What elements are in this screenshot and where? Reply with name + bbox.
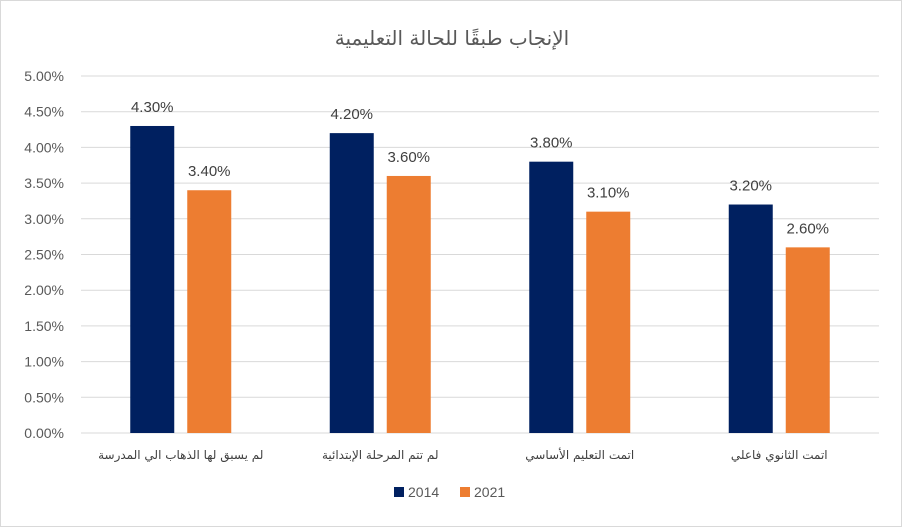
y-tick-label: 3.00% bbox=[24, 211, 64, 227]
category-label: لم يسبق لها الذهاب الي المدرسة bbox=[98, 448, 263, 463]
bar-2021-4 bbox=[785, 247, 830, 433]
category-label: اتمت الثانوي فاعلي bbox=[731, 448, 828, 463]
y-tick-label: 5.00% bbox=[24, 68, 64, 84]
y-tick-label: 1.50% bbox=[24, 318, 64, 334]
bar-2021-1 bbox=[187, 190, 232, 433]
data-label: 4.30% bbox=[131, 99, 174, 116]
y-tick-label: 4.50% bbox=[24, 104, 64, 120]
y-tick-label: 2.00% bbox=[24, 282, 64, 298]
y-tick-label: 1.00% bbox=[24, 354, 64, 370]
bars bbox=[130, 125, 830, 433]
y-axis-ticks: 0.00% 0.50% 1.00% 1.50% 2.00% 2.50% 3.00% 3.50%… bbox=[24, 68, 64, 441]
y-tick-label: 4.00% bbox=[24, 139, 64, 155]
data-label: 3.60% bbox=[387, 149, 430, 166]
bar-2014-3 bbox=[529, 161, 574, 433]
legend-swatch-2014 bbox=[394, 487, 404, 497]
category-label: لم تتم المرحلة الإبتدائية bbox=[322, 448, 439, 463]
data-labels: 4.30% 3.40% 4.20% 3.60% 3.80% 3.10% 3.20% 2.60% bbox=[131, 99, 829, 237]
bar-2014-1 bbox=[130, 125, 175, 433]
data-label: 3.10% bbox=[587, 185, 630, 202]
bar-2021-3 bbox=[586, 211, 631, 433]
y-tick-label: 3.50% bbox=[24, 175, 64, 191]
bar-2014-2 bbox=[329, 133, 374, 433]
y-tick-label: 0.00% bbox=[24, 425, 64, 441]
data-label: 3.80% bbox=[530, 135, 573, 152]
legend-swatch-2021 bbox=[460, 487, 470, 497]
data-label: 4.20% bbox=[330, 106, 373, 123]
data-label: 3.40% bbox=[188, 163, 231, 180]
legend-label: 2021 bbox=[474, 484, 505, 500]
chart-title: الإنجاب طبقًا للحالة التعليمية bbox=[335, 26, 569, 50]
category-label: اتمت التعليم الأساسي bbox=[525, 447, 634, 462]
legend: 2014 2021 bbox=[394, 484, 505, 500]
legend-label: 2014 bbox=[408, 484, 439, 500]
bar-2014-4 bbox=[728, 204, 773, 433]
data-label: 3.20% bbox=[729, 178, 772, 195]
data-label: 2.60% bbox=[786, 220, 829, 237]
bar-2021-2 bbox=[386, 175, 431, 433]
y-tick-label: 0.50% bbox=[24, 389, 64, 405]
y-tick-label: 2.50% bbox=[24, 247, 64, 263]
x-axis-categories: لم يسبق لها الذهاب الي المدرسة لم تتم الم… bbox=[98, 447, 828, 463]
